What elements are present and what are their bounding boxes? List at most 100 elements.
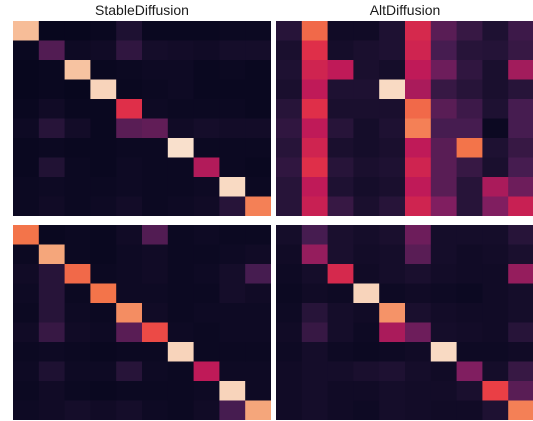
heatmap-cell-r7-c4 <box>116 157 143 178</box>
heatmap-cell-r4-c8 <box>482 99 509 119</box>
heatmap-cell-r1-c9 <box>245 40 271 61</box>
heatmap-cell-r4-c2 <box>64 99 91 119</box>
heatmap-cell-r6-c0 <box>13 138 40 158</box>
heatmap-cell-r7-c4 <box>379 157 406 178</box>
heatmap-cell-r6-c2 <box>64 138 91 158</box>
heatmap-cell-r4-c0 <box>276 303 303 323</box>
heatmap-cell-r1-c8 <box>219 40 246 61</box>
heatmap-cell-r2-c0 <box>276 264 303 284</box>
heatmap-cell-r6-c8 <box>482 342 509 362</box>
heatmap-cell-r4-c8 <box>219 99 246 119</box>
heatmap-cell-r8-c1 <box>38 381 65 401</box>
heatmap-cell-r8-c5 <box>405 381 432 401</box>
heatmap-cell-r9-c5 <box>142 196 169 216</box>
heatmap-cell-r0-c1 <box>38 225 65 245</box>
heatmap-cell-r0-c6 <box>167 225 194 245</box>
heatmap-cell-r3-c7 <box>456 283 483 304</box>
heatmap-cell-r7-c1 <box>38 157 65 178</box>
heatmap-cell-r0-c8 <box>219 21 246 41</box>
heatmap-cell-r8-c0 <box>276 381 303 401</box>
heatmap-cell-r0-c8 <box>482 21 509 41</box>
heatmap-cell-r8-c6 <box>430 177 457 197</box>
heatmap-cell-r7-c0 <box>13 157 40 178</box>
heatmap-cell-r8-c2 <box>327 177 354 197</box>
heatmap-cell-r0-c2 <box>327 225 354 245</box>
heatmap-cell-r5-c1 <box>38 118 65 139</box>
heatmap-cell-r2-c5 <box>142 60 169 80</box>
heatmap-cell-r9-c6 <box>430 400 457 420</box>
heatmap-cell-r5-c3 <box>90 118 117 139</box>
heatmap-cell-r5-c9 <box>508 118 533 139</box>
heatmap-cell-r4-c9 <box>508 303 533 323</box>
heatmap-cell-r6-c5 <box>142 138 169 158</box>
heatmap-cell-r0-c4 <box>379 21 406 41</box>
heatmap-cell-r5-c4 <box>116 322 143 343</box>
heatmap-cell-r7-c2 <box>327 157 354 178</box>
heatmap-cell-r2-c8 <box>482 60 509 80</box>
heatmap-cell-r7-c6 <box>167 157 194 178</box>
heatmap-cell-r6-c5 <box>142 342 169 362</box>
heatmap-cell-r3-c5 <box>142 79 169 100</box>
heatmap-cell-r0-c5 <box>142 225 169 245</box>
heatmap-cell-r2-c8 <box>219 264 246 284</box>
heatmap-cell-r5-c1 <box>38 322 65 343</box>
heatmap-cell-r5-c8 <box>219 118 246 139</box>
heatmap-cell-r2-c3 <box>353 264 380 284</box>
heatmap-cell-r7-c7 <box>456 361 483 382</box>
heatmap-cell-r1-c6 <box>430 244 457 265</box>
heatmap-cell-r3-c4 <box>116 79 143 100</box>
heatmap-cell-r3-c3 <box>90 79 117 100</box>
heatmap-cell-r7-c6 <box>167 361 194 382</box>
heatmap-cell-r2-c8 <box>482 264 509 284</box>
heatmap-cell-r1-c7 <box>193 244 220 265</box>
heatmap-cell-r4-c1 <box>38 99 65 119</box>
heatmap-cell-r4-c5 <box>405 303 432 323</box>
heatmap-cell-r2-c4 <box>379 60 406 80</box>
heatmap-cell-r5-c2 <box>64 322 91 343</box>
heatmap-cell-r2-c1 <box>301 60 328 80</box>
heatmap-cell-r9-c8 <box>482 196 509 216</box>
heatmap-cell-r3-c1 <box>38 79 65 100</box>
heatmap-cell-r3-c3 <box>353 79 380 100</box>
heatmap-cell-r5-c9 <box>245 118 271 139</box>
heatmap-cell-r2-c9 <box>508 60 533 80</box>
heatmap-cell-r9-c4 <box>379 400 406 420</box>
heatmap-cell-r2-c9 <box>245 60 271 80</box>
heatmap-cell-r3-c7 <box>456 79 483 100</box>
heatmap-cell-r2-c1 <box>301 264 328 284</box>
heatmap-cell-r2-c5 <box>405 264 432 284</box>
heatmap-cell-r5-c4 <box>116 118 143 139</box>
heatmap-cell-r6-c2 <box>327 342 354 362</box>
heatmap-cell-r8-c3 <box>353 381 380 401</box>
heatmap-cell-r9-c1 <box>38 196 65 216</box>
heatmap-cell-r8-c1 <box>301 381 328 401</box>
heatmap-cell-r0-c7 <box>193 21 220 41</box>
heatmap-cell-r0-c8 <box>482 225 509 245</box>
heatmap-cell-r4-c9 <box>245 99 271 119</box>
heatmap-cell-r3-c3 <box>90 283 117 304</box>
heatmap-cell-r3-c9 <box>508 283 533 304</box>
heatmap-cell-r9-c2 <box>327 400 354 420</box>
heatmap-cell-r0-c4 <box>379 225 406 245</box>
heatmap-cell-r5-c0 <box>276 118 303 139</box>
heatmap-cell-r1-c2 <box>327 244 354 265</box>
heatmap-cell-r2-c7 <box>193 264 220 284</box>
heatmap-cell-r1-c3 <box>353 40 380 61</box>
heatmap-cell-r0-c1 <box>301 225 328 245</box>
heatmap-cell-r1-c0 <box>276 244 303 265</box>
heatmap-cell-r6-c0 <box>276 138 303 158</box>
heatmap-cell-r2-c0 <box>13 264 40 284</box>
heatmap-cell-r1-c2 <box>64 244 91 265</box>
heatmap-cell-r6-c4 <box>379 138 406 158</box>
heatmap-cell-r2-c6 <box>167 60 194 80</box>
heatmap-cell-r5-c2 <box>64 118 91 139</box>
heatmap-cell-r9-c3 <box>353 196 380 216</box>
heatmap-cell-r5-c2 <box>327 118 354 139</box>
heatmap-cell-r6-c3 <box>353 342 380 362</box>
heatmap-cell-r7-c5 <box>405 157 432 178</box>
heatmap-cell-r8-c5 <box>405 177 432 197</box>
heatmap-cell-r7-c1 <box>301 361 328 382</box>
heatmap-cell-r9-c3 <box>90 400 117 420</box>
heatmap-cell-r2-c6 <box>430 60 457 80</box>
heatmap-cell-r2-c1 <box>38 264 65 284</box>
